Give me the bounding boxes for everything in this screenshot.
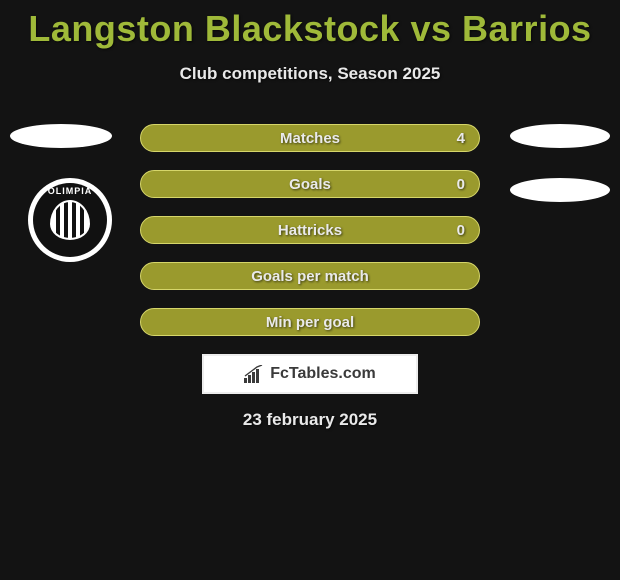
stat-bar-min-per-goal: Min per goal (140, 308, 480, 336)
club-logo-shield-icon (50, 200, 90, 240)
club-logo-text: OLIMPIA (33, 186, 107, 196)
stat-value: 0 (457, 176, 465, 193)
placeholder-ellipse-right-2 (510, 178, 610, 202)
page-title: Langston Blackstock vs Barrios (0, 0, 620, 50)
club-logo-inner: OLIMPIA (33, 183, 107, 257)
brand-box: FcTables.com (202, 354, 418, 394)
placeholder-ellipse-right-1 (510, 124, 610, 148)
stat-label: Matches (280, 130, 340, 147)
stat-label: Hattricks (278, 222, 342, 239)
stat-label: Goals (289, 176, 331, 193)
date-text: 23 february 2025 (0, 410, 620, 430)
club-logo: OLIMPIA (28, 178, 112, 262)
subtitle: Club competitions, Season 2025 (0, 64, 620, 84)
brand-name: FcTables.com (270, 365, 376, 383)
stat-value: 4 (457, 130, 465, 147)
stat-bar-goals: Goals 0 (140, 170, 480, 198)
stat-bar-matches: Matches 4 (140, 124, 480, 152)
stats-bars: Matches 4 Goals 0 Hattricks 0 Goals per … (140, 124, 480, 354)
stat-label: Goals per match (251, 268, 369, 285)
stat-label: Min per goal (266, 314, 354, 331)
placeholder-ellipse-left (10, 124, 112, 148)
stat-value: 0 (457, 222, 465, 239)
brand-chart-icon (244, 365, 264, 383)
stat-bar-goals-per-match: Goals per match (140, 262, 480, 290)
stat-bar-hattricks: Hattricks 0 (140, 216, 480, 244)
